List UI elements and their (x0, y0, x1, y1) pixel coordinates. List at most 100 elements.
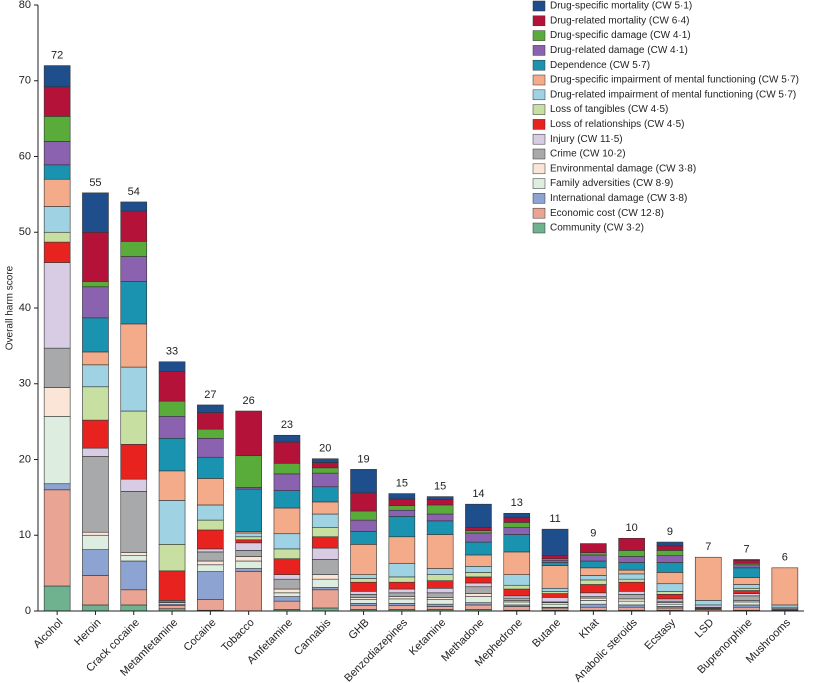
bar-segment (235, 536, 262, 541)
bar-segment (733, 590, 760, 594)
bar-segment (656, 591, 684, 595)
bar-segment (503, 588, 531, 597)
bar-segment (43, 141, 71, 166)
bar-segment (82, 286, 109, 319)
bar-segment (197, 548, 224, 553)
total-label: 15 (434, 481, 446, 493)
x-tick-label: Cocaine (182, 617, 219, 654)
bar-segment (465, 541, 492, 556)
bar-segment (120, 281, 148, 325)
bar-segment (465, 572, 492, 578)
bar-segment (197, 504, 224, 521)
bar-segment (273, 600, 301, 610)
bar-segment (120, 210, 148, 242)
legend-label: Drug-related damage (CW 4·1) (550, 45, 688, 56)
bar-segment (694, 556, 722, 601)
bar-segment (350, 578, 377, 583)
bar-segment (120, 323, 148, 368)
total-label: 72 (51, 50, 63, 62)
bar-segment (273, 574, 301, 580)
bar-segment (197, 404, 224, 413)
bar-segment (618, 550, 645, 557)
y-tick-label: 10 (19, 529, 31, 541)
bar-segment (311, 467, 339, 474)
bar-segment (311, 472, 339, 488)
bar-segment (465, 527, 492, 532)
bar-segment (580, 543, 607, 553)
bar-segment (158, 605, 186, 610)
total-label: 9 (590, 527, 596, 539)
bar-segment (426, 580, 454, 589)
bar-segment (426, 606, 454, 610)
bar-segment (503, 574, 531, 586)
bar-segment (580, 603, 607, 608)
bar-segment (311, 578, 339, 588)
bar-segment (580, 554, 607, 562)
bar-segment (541, 607, 569, 611)
legend-label: Drug-related mortality (CW 6·4) (550, 15, 689, 26)
legend-label: Family adversities (CW 8·9) (550, 178, 673, 189)
bar-segment (350, 591, 377, 595)
total-label: 23 (281, 419, 293, 431)
bar-segment (158, 470, 186, 501)
bar-segment (273, 462, 301, 475)
bar-segment (580, 552, 607, 556)
bar-segment (311, 587, 339, 591)
bar-segment (120, 560, 148, 591)
bar-segment (580, 579, 607, 585)
bar-segment (656, 598, 684, 602)
legend: Drug-specific mortality (CW 5·1) Drug-rel… (532, 0, 799, 234)
bar-segment (580, 592, 607, 597)
bar-segment (350, 603, 377, 606)
bar-segment (656, 583, 684, 592)
bar-segment (43, 585, 71, 612)
bar-segment (43, 489, 71, 587)
bar-segment (43, 86, 71, 117)
legend-label: International damage (CW 3·8) (550, 193, 687, 204)
bar-segment (197, 564, 224, 572)
x-tick-label: GHB (346, 617, 371, 642)
legend-swatch (532, 30, 546, 41)
bar-segment (733, 564, 760, 569)
bar-segment (541, 603, 569, 608)
bar-segment (350, 492, 377, 512)
bar-segment (235, 560, 262, 569)
bar-segment (82, 317, 109, 353)
legend-swatch (532, 133, 546, 145)
legend-label: Loss of relationships (CW 4·5) (550, 119, 685, 130)
y-tick-label: 70 (19, 75, 31, 87)
bar-segment (273, 441, 301, 464)
total-label: 15 (396, 477, 408, 489)
bar-segment (197, 599, 224, 611)
bar-segment (43, 262, 71, 349)
bar-segment (350, 599, 377, 604)
legend-swatch (532, 119, 546, 130)
legend-swatch (532, 45, 546, 56)
bar-segment (82, 549, 109, 576)
legend-swatch (532, 0, 546, 12)
legend-swatch (532, 74, 546, 86)
bar-segment (43, 387, 71, 417)
x-tick-label: Tobacco (219, 617, 256, 654)
y-tick-label: 20 (19, 453, 31, 465)
bar-segment (618, 598, 645, 602)
legend-swatch (532, 15, 546, 27)
legend-label: Community (CW 3·2) (550, 223, 644, 234)
bar-segment (388, 588, 416, 594)
legend-label: Dependence (CW 5·7) (550, 60, 650, 71)
bar-segment (465, 532, 492, 543)
bar-segment (311, 536, 339, 549)
bar-segment (311, 559, 339, 575)
bar-segment (197, 560, 224, 566)
bar-segment (618, 556, 645, 563)
bar-segment (541, 593, 569, 598)
bar-segment (350, 544, 377, 575)
bar-segment (350, 510, 377, 521)
bar-segment (197, 551, 224, 562)
bar-segment (388, 603, 416, 606)
bar-segment (120, 491, 148, 553)
bar-segment (158, 400, 186, 417)
bar-segment (120, 410, 148, 445)
bar-segment (541, 587, 569, 592)
bar-segment (771, 567, 799, 606)
